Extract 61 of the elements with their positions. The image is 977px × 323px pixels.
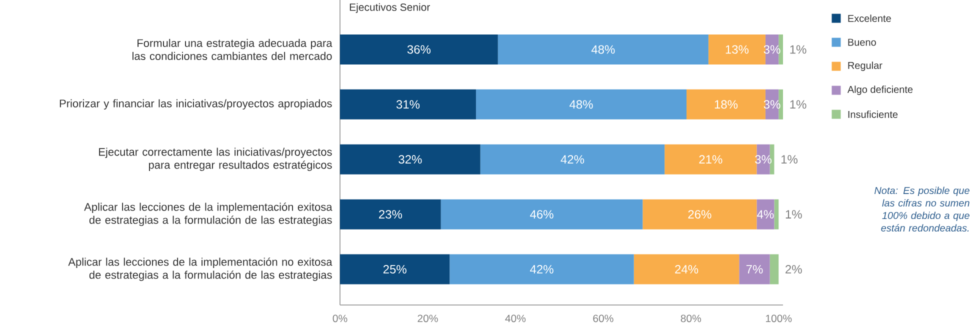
data-label: 48% <box>570 100 593 109</box>
data-label: 4% <box>757 210 774 219</box>
bar <box>739 254 770 284</box>
legend-label: Regular <box>848 62 882 71</box>
data-label: 18% <box>714 100 738 109</box>
x-tick-label: 0% <box>332 314 348 322</box>
bar <box>340 254 450 284</box>
bar <box>498 34 708 64</box>
bar <box>480 144 665 174</box>
chart-title: Ejecutivos Senior <box>350 3 430 13</box>
bar <box>642 199 757 230</box>
bar <box>450 254 634 284</box>
bar <box>476 89 687 120</box>
data-label: 1% <box>786 210 802 219</box>
data-label: 31% <box>396 100 420 109</box>
data-label: 1% <box>781 155 798 164</box>
bar <box>634 254 740 284</box>
data-label: 1% <box>790 100 806 109</box>
y-tick-label: Aplicar las lecciones de la implementación no exitosa de estrategias a la formulación de las estrategias <box>68 258 332 281</box>
bar <box>778 34 784 64</box>
bar <box>774 199 779 230</box>
bar <box>756 199 774 230</box>
bar <box>664 144 757 174</box>
x-tick-label: 40% <box>505 314 526 322</box>
legend-label: Bueno <box>848 38 876 46</box>
bar <box>340 144 480 174</box>
data-label: 21% <box>699 155 722 164</box>
text: Nota: Es posible que las cifras no sumen 100% debido a que están redondeadas. <box>874 186 970 232</box>
x-tick-label: 60% <box>593 314 614 322</box>
data-label: 42% <box>560 155 584 164</box>
bar <box>770 254 779 284</box>
bar <box>686 89 766 120</box>
x-tick-label: 20% <box>418 314 438 322</box>
x-tick-label: 100% <box>766 314 792 322</box>
bar <box>340 199 441 230</box>
data-label: 7% <box>746 265 763 274</box>
data-label: 24% <box>675 265 698 274</box>
data-label: 1% <box>790 45 806 54</box>
data-label: 32% <box>398 155 422 164</box>
data-label: 2% <box>786 265 802 274</box>
x-tick-label: 80% <box>680 314 702 322</box>
data-label: 13% <box>726 45 749 54</box>
bar <box>340 89 476 120</box>
legend-label: Excelente <box>848 14 891 22</box>
data-label: 23% <box>379 210 402 219</box>
bar <box>340 34 498 64</box>
data-label: 25% <box>383 265 406 274</box>
data-label: 36% <box>407 45 431 54</box>
legend-label: Insuficiente <box>848 110 898 118</box>
legend-label: Algo deficiente <box>847 86 913 95</box>
data-label: 42% <box>530 265 554 274</box>
data-label: 48% <box>591 45 615 54</box>
bar <box>708 34 766 64</box>
bar <box>440 199 643 230</box>
y-tick-label: Formular una estrategia adecuada para las condiciones cambiantes del mercado <box>132 38 332 60</box>
data-label: 26% <box>688 210 712 219</box>
y-tick-label: Aplicar las lecciones de la implementación exitosa de estrategias a la formulación de las estrategias <box>84 202 332 226</box>
data-label: 46% <box>530 210 554 219</box>
y-tick-label: Priorizar y financiar las iniciativas/proyectos apropiados <box>60 99 332 110</box>
y-tick-label: Ejecutar correctamente las iniciativas/proyectos para entregar resultados estratégicos <box>99 148 332 171</box>
bar <box>778 89 784 120</box>
